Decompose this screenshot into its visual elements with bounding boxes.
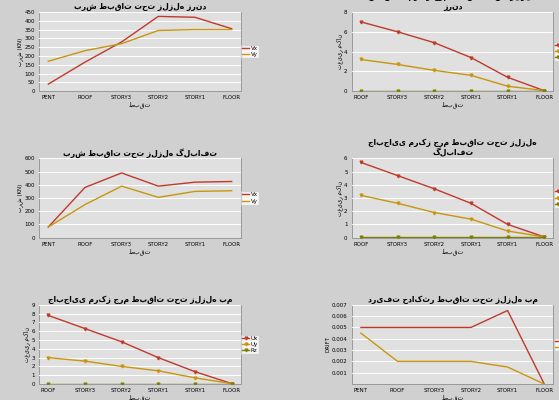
- Y-axis label: برش (KN): برش (KN): [17, 184, 23, 212]
- Legend: Ux, Uy, Rz: Ux, Uy, Rz: [554, 42, 559, 61]
- Legend: Vx, Vy: Vx, Vy: [241, 45, 259, 58]
- Title: برش طبقات تحت زلزله زرند: برش طبقات تحت زلزله زرند: [74, 2, 206, 11]
- Legend: Ux, Uy, Rz: Ux, Uy, Rz: [554, 188, 559, 208]
- Title: دریفت حداکثر طبقات تحت زلزله بم: دریفت حداکثر طبقات تحت زلزله بم: [368, 295, 538, 304]
- Legend: Ux, Uy, Rz: Ux, Uy, Rz: [241, 335, 259, 354]
- X-axis label: طبقت: طبقت: [129, 394, 151, 400]
- Y-axis label: تغییر مکان: تغییر مکان: [336, 34, 343, 69]
- Legend: DRIFTX, DRIFTY: DRIFTX, DRIFTY: [554, 338, 559, 351]
- Title: جابجایی مرکز جرم طبقات تحت زلزله
گلبافت: جابجایی مرکز جرم طبقات تحت زلزله گلبافت: [368, 138, 537, 158]
- X-axis label: طبقت: طبقت: [129, 248, 151, 255]
- X-axis label: طبقت: طبقت: [442, 394, 464, 400]
- Y-axis label: برش (KN): برش (KN): [17, 38, 23, 66]
- Legend: Vx, Vy: Vx, Vy: [241, 191, 259, 205]
- X-axis label: طبقت: طبقت: [442, 248, 464, 255]
- Title: جابجایی مرکز جرم طبقات تحت زلزله
زرند: جابجایی مرکز جرم طبقات تحت زلزله زرند: [368, 0, 537, 11]
- Title: برش طبقات تحت زلزله گلبافت: برش طبقات تحت زلزله گلبافت: [63, 148, 217, 158]
- X-axis label: طبقت: طبقت: [442, 102, 464, 108]
- Y-axis label: تغییر مکان: تغییر مکان: [336, 180, 343, 216]
- Title: جابجایی مرکز جرم طبقات تحت زلزله بم: جابجایی مرکز جرم طبقات تحت زلزله بم: [48, 295, 232, 304]
- Y-axis label: تغییر مکان: تغییر مکان: [23, 327, 30, 362]
- X-axis label: طبقت: طبقت: [129, 102, 151, 108]
- Y-axis label: DRIFT: DRIFT: [325, 336, 330, 352]
